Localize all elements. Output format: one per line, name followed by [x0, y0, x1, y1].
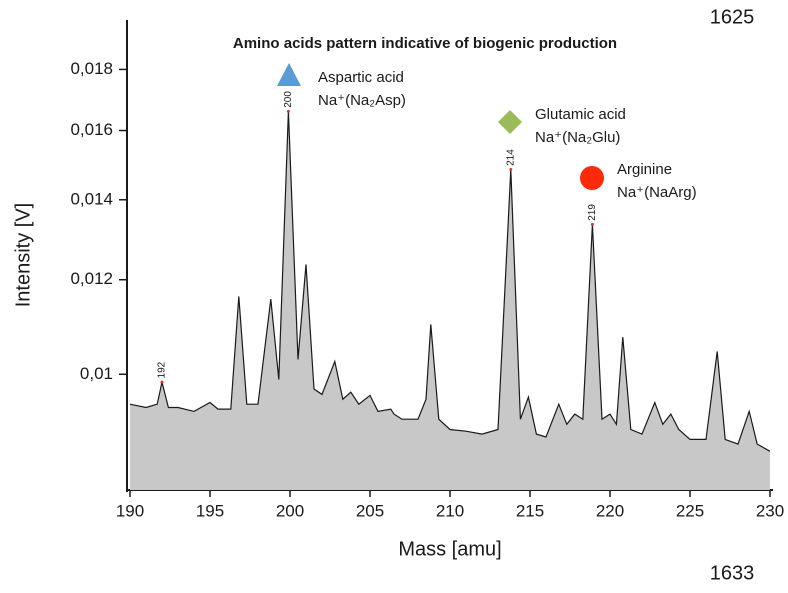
y-tick-label: 0,012 [70, 269, 113, 288]
annotation: Na⁺(Na₂Glu) [535, 129, 620, 146]
x-tick-label: 195 [196, 501, 224, 520]
peak-marker [160, 380, 164, 384]
peak-label: 200 [283, 91, 294, 108]
x-tick-label: 210 [436, 501, 464, 520]
x-tick-label: 205 [356, 501, 384, 520]
annotation: Na⁺(NaArg) [617, 184, 697, 201]
page-number: 1633 [710, 562, 755, 584]
annotation: Arginine [617, 161, 672, 178]
y-tick-label: 0,014 [70, 189, 113, 208]
x-tick-label: 215 [516, 501, 544, 520]
x-tick-label: 230 [756, 501, 784, 520]
peak-label: 214 [505, 149, 516, 166]
peak-label: 219 [587, 204, 598, 221]
x-tick-label: 220 [596, 501, 624, 520]
x-axis-label: Mass [amu] [398, 538, 501, 560]
line [129, 111, 771, 452]
y-tick-label: 0,018 [70, 59, 113, 78]
page-number: 1625 [710, 6, 755, 28]
chart-title: Amino acids pattern indicative of biogen… [233, 35, 617, 52]
peak-marker [509, 168, 513, 172]
peak-marker [590, 222, 594, 226]
annotation: Glutamic acid [535, 106, 626, 123]
peak-marker [286, 109, 290, 113]
x-tick-label: 225 [676, 501, 704, 520]
y-tick-label: 0,016 [70, 120, 113, 139]
annotation: Na⁺(Na₂Asp) [318, 92, 406, 109]
area [130, 111, 770, 491]
diamond-marker [498, 110, 522, 134]
annotation: Aspartic acid [318, 69, 404, 86]
x-tick-label: 200 [276, 501, 304, 520]
y-tick-label: 0,01 [80, 364, 113, 383]
plot-area: 190 195 200 205 210 215 220 225 230 0,01 0,012 0,01… [70, 20, 784, 520]
triangle-marker [277, 63, 301, 86]
peak-label: 192 [157, 361, 168, 378]
circle-marker [580, 166, 604, 190]
y-axis-label: Intensity [V] [12, 203, 34, 308]
x-tick-label: 190 [116, 501, 144, 520]
